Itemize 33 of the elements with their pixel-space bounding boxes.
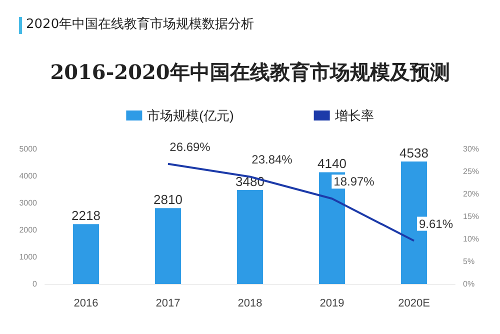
y2-tick-label: 25% <box>463 167 480 176</box>
x-tick-label: 2019 <box>320 298 344 310</box>
x-tick-label: 2016 <box>74 298 98 310</box>
y-tick-label: 0 <box>32 280 38 288</box>
data-label: 9.61% <box>418 216 454 231</box>
y-tick-label: 5000 <box>19 144 38 154</box>
data-label: 26.69% <box>170 140 211 154</box>
legend-label: 增长率 <box>334 108 374 123</box>
legend-label: 市场规模(亿元) <box>147 108 234 123</box>
data-label: 4140 <box>318 156 346 172</box>
x-tick-label: 2017 <box>156 298 180 310</box>
x-tick-label: 2018 <box>238 298 262 310</box>
x-tick-label: 2020E <box>398 298 430 310</box>
y-tick-label: 3000 <box>19 198 38 208</box>
y2-tick-label: 30% <box>463 144 480 154</box>
data-label: 4538 <box>400 145 428 160</box>
y2-tick-label: 10% <box>463 234 480 244</box>
y-tick-label: 4000 <box>19 172 38 180</box>
data-label: 2810 <box>154 192 182 208</box>
y-tick-label: 2000 <box>19 226 38 234</box>
y2-tick-label: 15% <box>463 212 480 221</box>
y2-tick-label: 20% <box>463 190 480 198</box>
chart-title: 2016-2020年中国在线教育市场规模及预测 <box>50 60 450 84</box>
data-label: 18.97% <box>334 174 375 189</box>
data-label: 23.84% <box>252 152 293 167</box>
data-label: 2218 <box>72 208 100 224</box>
y2-tick-label: 0% <box>463 280 475 288</box>
y2-tick-label: 5% <box>463 257 475 266</box>
bar <box>155 208 181 284</box>
bar <box>237 190 263 284</box>
chart-subtitle: 2020年中国在线教育市场规模数据分析 <box>26 16 254 34</box>
y-tick-label: 1000 <box>19 252 38 262</box>
bar <box>73 224 99 284</box>
